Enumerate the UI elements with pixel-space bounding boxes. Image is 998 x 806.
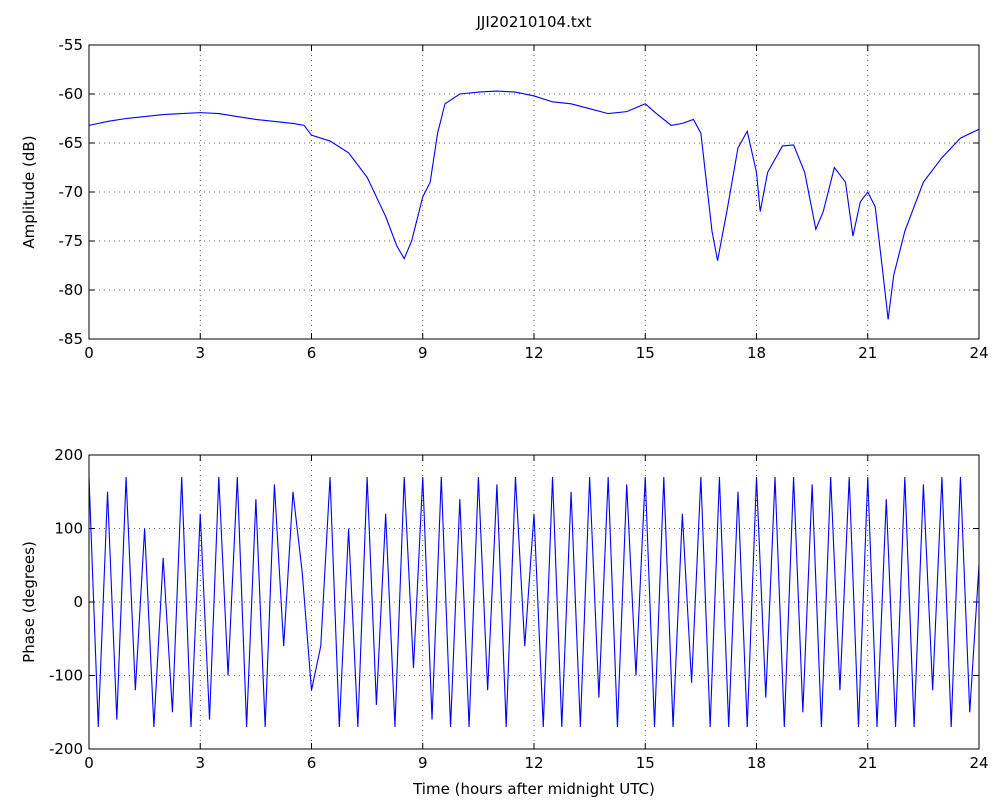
chart-title: JJI20210104.txt bbox=[475, 13, 591, 31]
x-tick-label: 15 bbox=[636, 754, 655, 772]
y-tick-label: 100 bbox=[54, 520, 83, 538]
y-tick-label: 0 bbox=[73, 593, 83, 611]
y-tick-label: -75 bbox=[59, 232, 84, 250]
y-axis-label: Amplitude (dB) bbox=[20, 135, 38, 248]
data-line bbox=[88, 477, 980, 727]
x-tick-label: 18 bbox=[747, 754, 766, 772]
x-tick-label: 21 bbox=[858, 344, 877, 362]
axes-box bbox=[88, 454, 980, 750]
x-tick-label: 9 bbox=[418, 344, 428, 362]
x-tick-label: 6 bbox=[307, 754, 317, 772]
axes-box bbox=[88, 44, 980, 340]
x-tick-label: 0 bbox=[84, 344, 94, 362]
y-tick-label: -85 bbox=[59, 330, 84, 348]
x-tick-label: 18 bbox=[747, 344, 766, 362]
data-line bbox=[88, 90, 980, 320]
x-tick-label: 3 bbox=[195, 754, 205, 772]
y-tick-label: -80 bbox=[59, 281, 84, 299]
y-tick-label: 200 bbox=[54, 446, 83, 464]
x-axis-label: Time (hours after midnight UTC) bbox=[412, 780, 655, 798]
x-tick-label: 24 bbox=[969, 754, 988, 772]
y-tick-label: -55 bbox=[59, 36, 84, 54]
x-tick-label: 9 bbox=[418, 754, 428, 772]
x-tick-label: 24 bbox=[969, 344, 988, 362]
y-tick-label: -100 bbox=[49, 667, 83, 685]
x-tick-label: 21 bbox=[858, 754, 877, 772]
y-tick-label: -70 bbox=[59, 183, 84, 201]
x-tick-label: 15 bbox=[636, 344, 655, 362]
y-tick-label: -65 bbox=[59, 134, 84, 152]
y-tick-label: -60 bbox=[59, 85, 84, 103]
x-tick-label: 3 bbox=[195, 344, 205, 362]
y-axis-label: Phase (degrees) bbox=[20, 541, 38, 663]
x-tick-label: 6 bbox=[307, 344, 317, 362]
x-tick-label: 12 bbox=[524, 754, 543, 772]
y-tick-label: -200 bbox=[49, 740, 83, 758]
x-tick-label: 0 bbox=[84, 754, 94, 772]
x-tick-label: 12 bbox=[524, 344, 543, 362]
